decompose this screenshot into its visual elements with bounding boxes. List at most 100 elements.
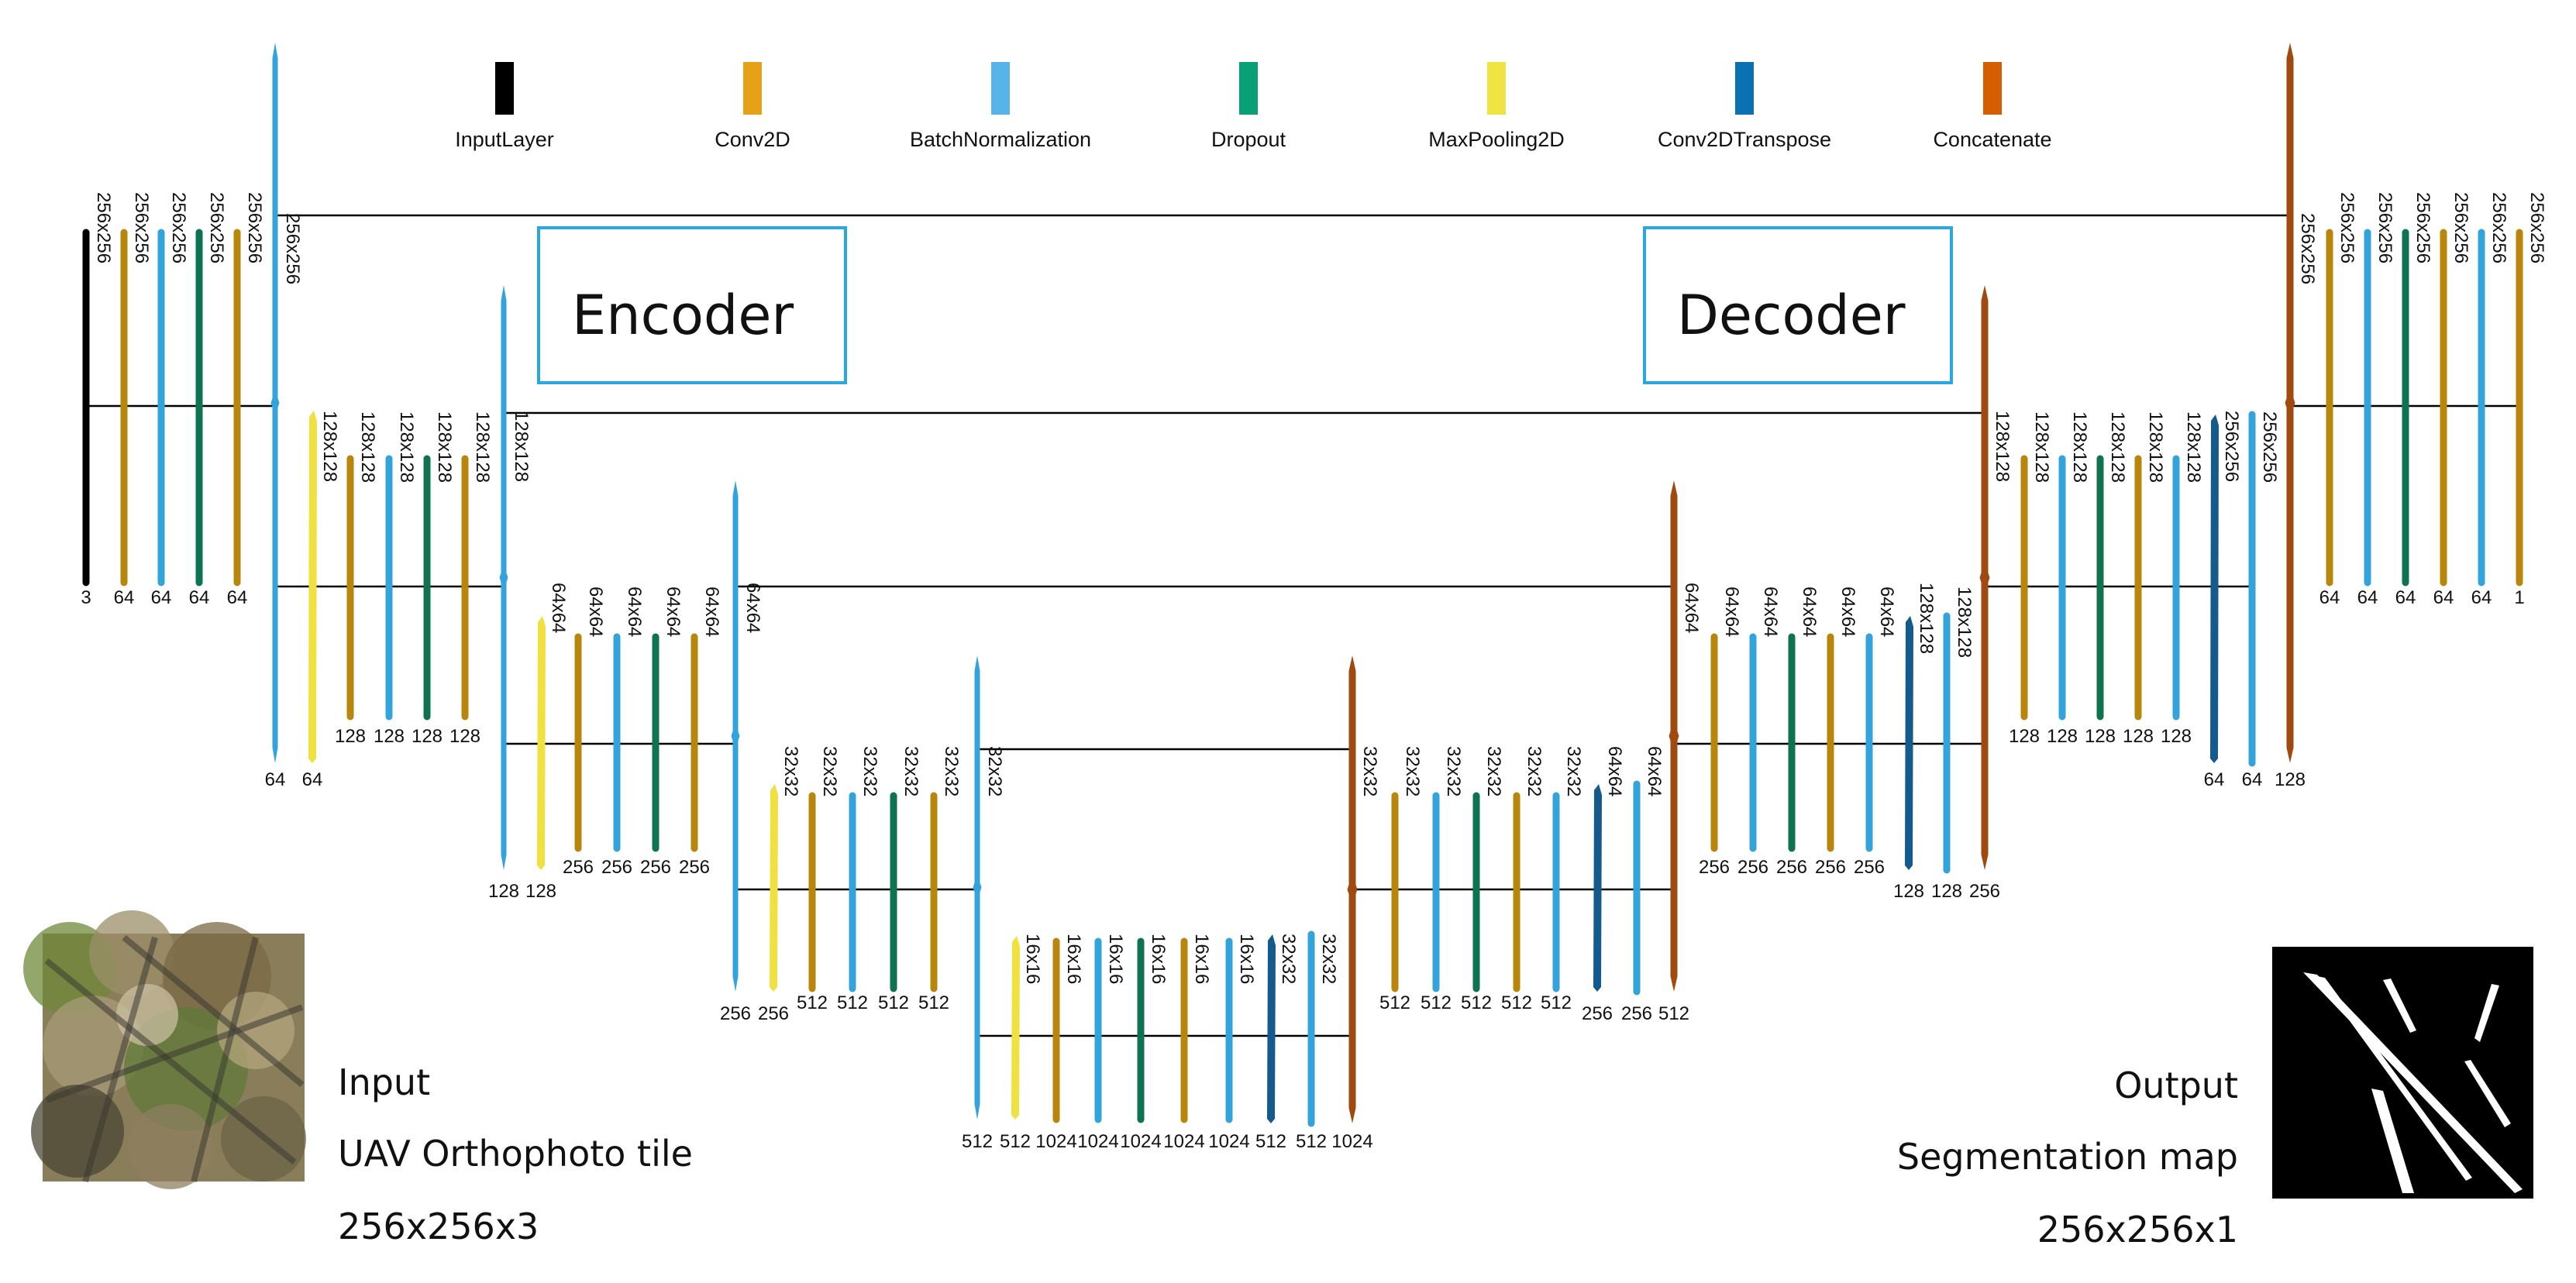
channel-label-49: 256 — [1968, 881, 2001, 902]
mask-shard-4 — [2371, 1089, 2414, 1193]
layer-bar-18-bn — [731, 480, 740, 992]
channel-label-58: 64 — [2319, 587, 2340, 608]
shape-label-26: 16x16 — [1063, 934, 1084, 985]
mask-shard-6 — [2317, 976, 2472, 1181]
encoder-label: Encoder — [572, 284, 794, 347]
shape-label-34: 32x32 — [1402, 746, 1423, 797]
output-dims: 256x256x1 — [2037, 1209, 2238, 1250]
shape-label-53: 128x128 — [2145, 411, 2166, 483]
layer-bar-57-concat — [2285, 43, 2295, 763]
channel-label-61: 64 — [2433, 587, 2454, 608]
channel-label-50: 128 — [2008, 726, 2040, 747]
input-title: Input — [338, 1061, 431, 1103]
shape-label-49: 128x128 — [1992, 411, 2013, 483]
channel-label-56: 64 — [2241, 769, 2263, 790]
shape-label-41: 64x64 — [1681, 583, 1702, 634]
channel-label-26: 1024 — [1035, 1131, 1077, 1152]
channel-label-52: 128 — [2084, 726, 2116, 747]
shape-label-30: 16x16 — [1236, 934, 1257, 985]
channel-label-10: 128 — [411, 726, 443, 747]
channel-label-5: 64 — [226, 587, 248, 608]
channel-label-42: 256 — [1698, 857, 1731, 878]
shape-label-32: 32x32 — [1318, 934, 1339, 985]
layer-bar-49-concat — [1979, 285, 1990, 870]
shape-label-51: 128x128 — [2069, 411, 2090, 483]
channel-label-38: 512 — [1540, 992, 1572, 1013]
channel-label-34: 512 — [1379, 992, 1411, 1013]
shape-label-47: 128x128 — [1916, 583, 1937, 655]
input-subtitle: UAV Orthophoto tile — [338, 1133, 693, 1175]
photo-twig-3 — [191, 937, 259, 1182]
channel-label-27: 1024 — [1077, 1131, 1119, 1152]
layer-bar-13-pool — [537, 616, 546, 870]
photo-twig-4 — [45, 1004, 304, 1103]
channel-label-47: 128 — [1892, 881, 1925, 902]
layer-bar-39-convt — [1593, 784, 1602, 992]
legend-swatch-conv2d — [743, 62, 762, 115]
legend-swatch-dropout — [1239, 62, 1258, 115]
layer-bar-25-pool — [1011, 936, 1020, 1120]
layer-bar-24-bn — [973, 655, 982, 1120]
channel-label-60: 64 — [2395, 587, 2416, 608]
shape-label-35: 32x32 — [1443, 746, 1464, 797]
channel-label-30: 1024 — [1208, 1131, 1250, 1152]
decoder-label: Decoder — [1677, 284, 1906, 347]
shape-label-59: 256x256 — [2375, 192, 2395, 264]
shape-label-24: 32x32 — [984, 746, 1005, 797]
channel-label-29: 1024 — [1163, 1131, 1205, 1152]
shape-label-48: 128x128 — [1954, 586, 1975, 659]
photo-patch-2 — [89, 910, 174, 996]
channel-label-37: 512 — [1500, 992, 1533, 1013]
shape-label-21: 32x32 — [859, 746, 880, 797]
shape-label-50: 128x128 — [2031, 411, 2052, 483]
layer-bar-19-pool — [770, 784, 778, 992]
shape-label-1: 256x256 — [93, 192, 114, 264]
shape-label-45: 64x64 — [1837, 586, 1858, 638]
channel-label-3: 64 — [150, 587, 172, 608]
channel-label-21: 512 — [836, 992, 869, 1013]
channel-label-43: 256 — [1737, 857, 1769, 878]
channel-label-51: 128 — [2046, 726, 2078, 747]
shape-label-61: 256x256 — [2450, 192, 2471, 264]
channel-label-24: 512 — [961, 1131, 994, 1152]
shape-label-38: 32x32 — [1563, 746, 1584, 797]
shape-label-18: 64x64 — [742, 583, 763, 634]
output-segmentation-map — [2272, 947, 2533, 1199]
mask-shard-3 — [2474, 984, 2499, 1042]
decoder-box — [1643, 226, 1953, 384]
shape-label-8: 128x128 — [357, 411, 378, 483]
shape-label-46: 64x64 — [1876, 586, 1897, 638]
shape-label-60: 256x256 — [2412, 192, 2433, 264]
shape-label-54: 128x128 — [2183, 411, 2204, 483]
channel-label-28: 1024 — [1120, 1131, 1162, 1152]
shape-label-5: 256x256 — [244, 192, 265, 264]
photo-twig-5 — [122, 934, 305, 1088]
shape-label-14: 64x64 — [585, 586, 606, 638]
shape-label-3: 256x256 — [168, 192, 189, 264]
photo-twig-1 — [44, 958, 297, 1165]
channel-label-11: 128 — [449, 726, 481, 747]
channel-label-59: 64 — [2357, 587, 2378, 608]
channel-label-9: 128 — [373, 726, 405, 747]
channel-label-57: 128 — [2274, 769, 2306, 790]
channel-label-16: 256 — [639, 857, 672, 878]
mask-shard-2 — [2383, 979, 2416, 1033]
input-dims: 256x256x3 — [338, 1206, 539, 1247]
channel-label-45: 256 — [1814, 857, 1847, 878]
shape-label-42: 64x64 — [1721, 586, 1742, 638]
channel-label-33: 1024 — [1331, 1131, 1373, 1152]
shape-label-16: 64x64 — [663, 586, 684, 638]
channel-label-55: 64 — [2203, 769, 2225, 790]
legend-swatch-concatenate — [1983, 62, 2002, 115]
channel-label-39: 256 — [1581, 1003, 1613, 1024]
channel-label-44: 256 — [1775, 857, 1808, 878]
legend-label-conv2dtranspose: Conv2DTranspose — [1657, 128, 1832, 151]
shape-label-33: 32x32 — [1359, 746, 1380, 797]
shape-label-7: 128x128 — [319, 411, 340, 483]
layer-bar-7-pool — [308, 411, 317, 763]
channel-label-22: 512 — [877, 992, 910, 1013]
channel-label-31: 512 — [1255, 1131, 1287, 1152]
channel-label-1: 3 — [81, 587, 91, 608]
shape-label-56: 256x256 — [2259, 411, 2280, 483]
